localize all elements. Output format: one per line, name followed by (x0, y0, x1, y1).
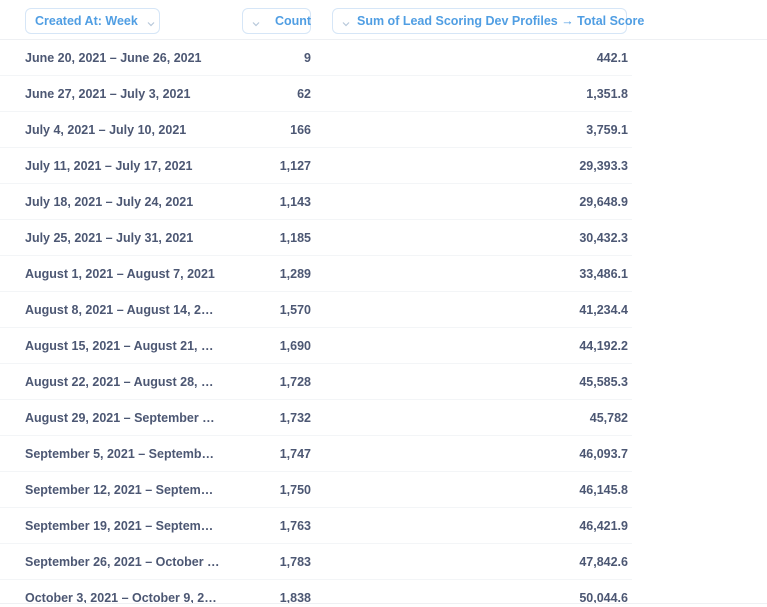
cell-total-score[interactable]: 29,393.3 (579, 159, 628, 173)
cell-total-score[interactable]: 45,585.3 (579, 375, 628, 389)
cell-week[interactable]: August 22, 2021 – August 28, 2021 (25, 375, 220, 389)
cell-count[interactable]: 1,750 (279, 483, 311, 497)
cell-week[interactable]: September 19, 2021 – Septembe… (25, 519, 220, 533)
table-row: September 12, 2021 – Septembe… 1,750 46,14… (0, 472, 767, 508)
column-header-created-at[interactable]: Created At: Week (25, 8, 160, 34)
column-header-created-at-label: Created At: Week (35, 14, 138, 28)
chevron-down-icon (147, 17, 155, 27)
cell-total-score[interactable]: 44,192.2 (579, 339, 628, 353)
cell-count[interactable]: 1,838 (279, 591, 311, 605)
cell-count[interactable]: 1,763 (279, 519, 311, 533)
row-divider (0, 327, 632, 328)
cell-total-score[interactable]: 33,486.1 (579, 267, 628, 281)
cell-week[interactable]: June 27, 2021 – July 3, 2021 (25, 87, 191, 101)
cell-count[interactable]: 1,747 (279, 447, 311, 461)
row-divider (0, 219, 632, 220)
table-body: June 20, 2021 – June 26, 2021 9 442.1 June … (0, 40, 767, 607)
chevron-down-icon (342, 17, 350, 27)
cell-count[interactable]: 1,783 (279, 555, 311, 569)
cell-count[interactable]: 1,185 (279, 231, 311, 245)
row-divider (0, 435, 632, 436)
table-row: September 26, 2021 – October 2,… 1,783 47,… (0, 544, 767, 580)
row-divider (0, 507, 632, 508)
column-header-total-score[interactable]: Sum of Lead Scoring Dev Profiles → Total… (332, 8, 644, 34)
table-row: August 22, 2021 – August 28, 2021 1,728 45… (0, 364, 767, 400)
cell-count[interactable]: 9 (304, 51, 311, 65)
row-divider (0, 183, 632, 184)
cell-total-score[interactable]: 30,432.3 (579, 231, 628, 245)
row-divider (0, 147, 632, 148)
table-bottom-divider (0, 603, 767, 604)
table-row: August 15, 2021 – August 21, 2021 1,690 44… (0, 328, 767, 364)
row-divider (0, 399, 632, 400)
cell-week[interactable]: July 4, 2021 – July 10, 2021 (25, 123, 187, 137)
table-row: July 18, 2021 – July 24, 2021 1,143 29,648… (0, 184, 767, 220)
cell-week[interactable]: July 25, 2021 – July 31, 2021 (25, 231, 194, 245)
cell-week[interactable]: June 20, 2021 – June 26, 2021 (25, 51, 202, 65)
cell-week[interactable]: July 11, 2021 – July 17, 2021 (25, 159, 193, 173)
row-divider (0, 75, 632, 76)
table-row: September 19, 2021 – Septembe… 1,763 46,42… (0, 508, 767, 544)
row-divider (0, 363, 632, 364)
cell-total-score[interactable]: 45,782 (589, 411, 628, 425)
column-header-count-label: Count (275, 14, 312, 28)
table-row: August 1, 2021 – August 7, 2021 1,289 33,4… (0, 256, 767, 292)
row-divider (0, 111, 632, 112)
cell-count[interactable]: 1,690 (279, 339, 311, 353)
chevron-down-icon (252, 17, 260, 27)
cell-count[interactable]: 166 (290, 123, 311, 137)
cell-total-score[interactable]: 50,044.6 (579, 591, 628, 605)
cell-week[interactable]: September 5, 2021 – September … (25, 447, 220, 461)
table-row: June 27, 2021 – July 3, 2021 62 1,351.8 (0, 76, 767, 112)
table-row: July 11, 2021 – July 17, 2021 1,127 29,393… (0, 148, 767, 184)
cell-week[interactable]: August 29, 2021 – September 4, … (25, 411, 220, 425)
cell-total-score[interactable]: 46,145.8 (579, 483, 628, 497)
table-row: October 3, 2021 – October 9, 2021 1,838 50… (0, 580, 767, 607)
table-row: September 5, 2021 – September … 1,747 46,0… (0, 436, 767, 472)
cell-week[interactable]: August 1, 2021 – August 7, 2021 (25, 267, 215, 281)
cell-total-score[interactable]: 46,421.9 (579, 519, 628, 533)
cell-total-score[interactable]: 41,234.4 (579, 303, 628, 317)
cell-total-score[interactable]: 1,351.8 (586, 87, 628, 101)
cell-count[interactable]: 1,143 (279, 195, 311, 209)
cell-total-score[interactable]: 46,093.7 (579, 447, 628, 461)
cell-week[interactable]: July 18, 2021 – July 24, 2021 (25, 195, 194, 209)
table-row: August 8, 2021 – August 14, 2021 1,570 41,… (0, 292, 767, 328)
cell-count[interactable]: 1,127 (279, 159, 311, 173)
table-row: August 29, 2021 – September 4, … 1,732 45,… (0, 400, 767, 436)
column-header-total-score-label: Sum of Lead Scoring Dev Profiles → Total… (357, 14, 645, 28)
cell-total-score[interactable]: 47,842.6 (579, 555, 628, 569)
row-divider (0, 579, 632, 580)
table-row: July 4, 2021 – July 10, 2021 166 3,759.1 (0, 112, 767, 148)
cell-total-score[interactable]: 29,648.9 (579, 195, 628, 209)
cell-count[interactable]: 1,289 (279, 267, 311, 281)
cell-total-score[interactable]: 442.1 (596, 51, 628, 65)
cell-count[interactable]: 62 (297, 87, 311, 101)
cell-count[interactable]: 1,728 (279, 375, 311, 389)
table-row: July 25, 2021 – July 31, 2021 1,185 30,432… (0, 220, 767, 256)
row-divider (0, 543, 632, 544)
cell-week[interactable]: September 12, 2021 – Septembe… (25, 483, 220, 497)
row-divider (0, 291, 632, 292)
cell-count[interactable]: 1,732 (279, 411, 311, 425)
cell-count[interactable]: 1,570 (279, 303, 311, 317)
table-row: June 20, 2021 – June 26, 2021 9 442.1 (0, 40, 767, 76)
table-header: Created At: Week Count Sum of Lead Scori… (0, 0, 767, 40)
cell-week[interactable]: August 15, 2021 – August 21, 2021 (25, 339, 220, 353)
cell-week[interactable]: September 26, 2021 – October 2,… (25, 555, 220, 569)
row-divider (0, 255, 632, 256)
cell-total-score[interactable]: 3,759.1 (586, 123, 628, 137)
row-divider (0, 471, 632, 472)
column-header-count[interactable]: Count (242, 8, 311, 34)
cell-week[interactable]: August 8, 2021 – August 14, 2021 (25, 303, 220, 317)
